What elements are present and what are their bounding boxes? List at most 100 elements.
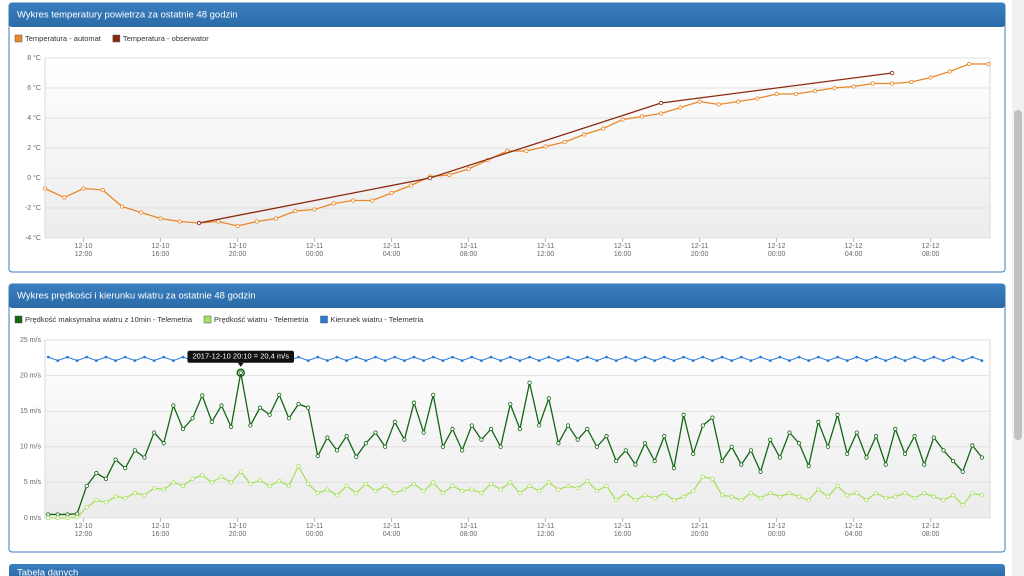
data-point xyxy=(671,498,677,503)
data-point xyxy=(691,359,695,363)
data-point xyxy=(103,500,109,505)
data-point xyxy=(642,441,648,446)
data-point xyxy=(691,451,696,457)
data-point xyxy=(335,355,339,359)
data-point xyxy=(729,444,734,449)
data-point xyxy=(960,469,965,474)
data-point xyxy=(123,355,127,359)
data-point xyxy=(402,437,407,442)
data-point xyxy=(749,359,753,363)
data-point xyxy=(854,490,859,496)
data-point xyxy=(922,462,927,467)
data-point xyxy=(421,430,426,435)
data-point xyxy=(113,457,118,462)
scrollbar-thumb[interactable] xyxy=(1014,110,1022,440)
data-point xyxy=(94,498,99,503)
y-tick-label: 0 m/s xyxy=(24,515,42,522)
data-point xyxy=(595,359,599,363)
data-point xyxy=(42,186,48,191)
data-point xyxy=(190,416,195,421)
data-point xyxy=(100,187,105,193)
x-tick-label: 12-11 16:00 xyxy=(614,243,632,258)
x-tick-label: 12-12 08:00 xyxy=(922,243,940,258)
data-point xyxy=(508,355,512,359)
data-point xyxy=(431,355,435,359)
data-point xyxy=(796,494,802,499)
data-point xyxy=(658,111,664,116)
data-point xyxy=(864,455,869,460)
data-point xyxy=(585,355,589,359)
data-point xyxy=(758,495,763,501)
data-point xyxy=(152,359,156,363)
data-point xyxy=(325,487,330,492)
data-point xyxy=(460,488,465,494)
x-tick-label: 12-10 12:00 xyxy=(75,243,93,258)
data-point xyxy=(354,355,358,359)
data-point xyxy=(440,444,445,449)
data-point xyxy=(748,448,754,453)
data-point xyxy=(634,359,637,363)
legend-swatch xyxy=(112,34,121,43)
data-point xyxy=(730,359,734,363)
y-tick-label: 5 m/s xyxy=(24,479,42,486)
data-point xyxy=(171,359,175,363)
data-point xyxy=(345,359,349,363)
data-point xyxy=(466,166,471,172)
x-tick-label: 12-11 00:00 xyxy=(306,523,324,538)
panel-title: Wykres temperatury powietrza za ostatnie… xyxy=(17,10,238,21)
legend-label: Temperatura - automat xyxy=(25,34,102,43)
data-point xyxy=(825,494,831,499)
tooltip-arrow xyxy=(237,362,244,367)
data-point xyxy=(565,483,571,489)
legend-label: Temperatura - obserwator xyxy=(123,34,209,43)
panel-title: Wykres prędkości i kierunku wiatru za os… xyxy=(17,291,256,302)
data-point xyxy=(152,430,157,435)
data-point xyxy=(46,515,51,521)
data-point xyxy=(565,423,571,428)
data-point xyxy=(639,114,644,119)
data-point xyxy=(411,400,417,405)
data-point xyxy=(94,471,99,476)
data-point xyxy=(518,359,522,363)
data-point xyxy=(488,426,494,432)
data-point xyxy=(719,458,725,464)
data-point xyxy=(85,355,89,359)
data-point xyxy=(350,198,356,203)
plot-background xyxy=(44,339,991,519)
data-point xyxy=(325,359,329,363)
y-tick-label: -4 °C xyxy=(25,234,41,242)
data-point xyxy=(132,490,137,496)
data-point xyxy=(793,91,798,97)
data-point xyxy=(986,61,991,67)
data-point xyxy=(277,392,282,397)
data-point xyxy=(364,359,368,363)
data-point xyxy=(941,498,946,503)
data-point xyxy=(884,359,888,363)
data-point xyxy=(979,493,985,498)
data-point xyxy=(229,424,234,429)
data-point xyxy=(158,216,163,221)
data-point xyxy=(557,359,560,363)
y-tick-label: 25 m/s xyxy=(20,337,42,344)
data-point xyxy=(543,144,548,149)
data-point xyxy=(547,355,551,359)
x-tick-label: 12-12 08:00 xyxy=(922,523,940,538)
data-point xyxy=(373,430,378,435)
data-point xyxy=(370,198,375,203)
data-point xyxy=(402,359,406,363)
panel-header xyxy=(9,3,1005,27)
panel-header xyxy=(9,564,1005,576)
data-point xyxy=(152,485,157,491)
data-point xyxy=(922,490,927,496)
x-tick-label: 12-11 20:00 xyxy=(691,523,709,538)
data-point xyxy=(960,503,965,508)
data-point xyxy=(180,426,186,432)
data-point xyxy=(527,380,532,385)
data-point xyxy=(624,355,628,359)
data-point xyxy=(970,490,975,496)
data-point xyxy=(912,434,917,439)
data-point xyxy=(451,355,454,359)
data-point xyxy=(344,434,349,439)
x-tick-label: 12-11 04:00 xyxy=(383,243,401,258)
data-point xyxy=(658,100,664,106)
